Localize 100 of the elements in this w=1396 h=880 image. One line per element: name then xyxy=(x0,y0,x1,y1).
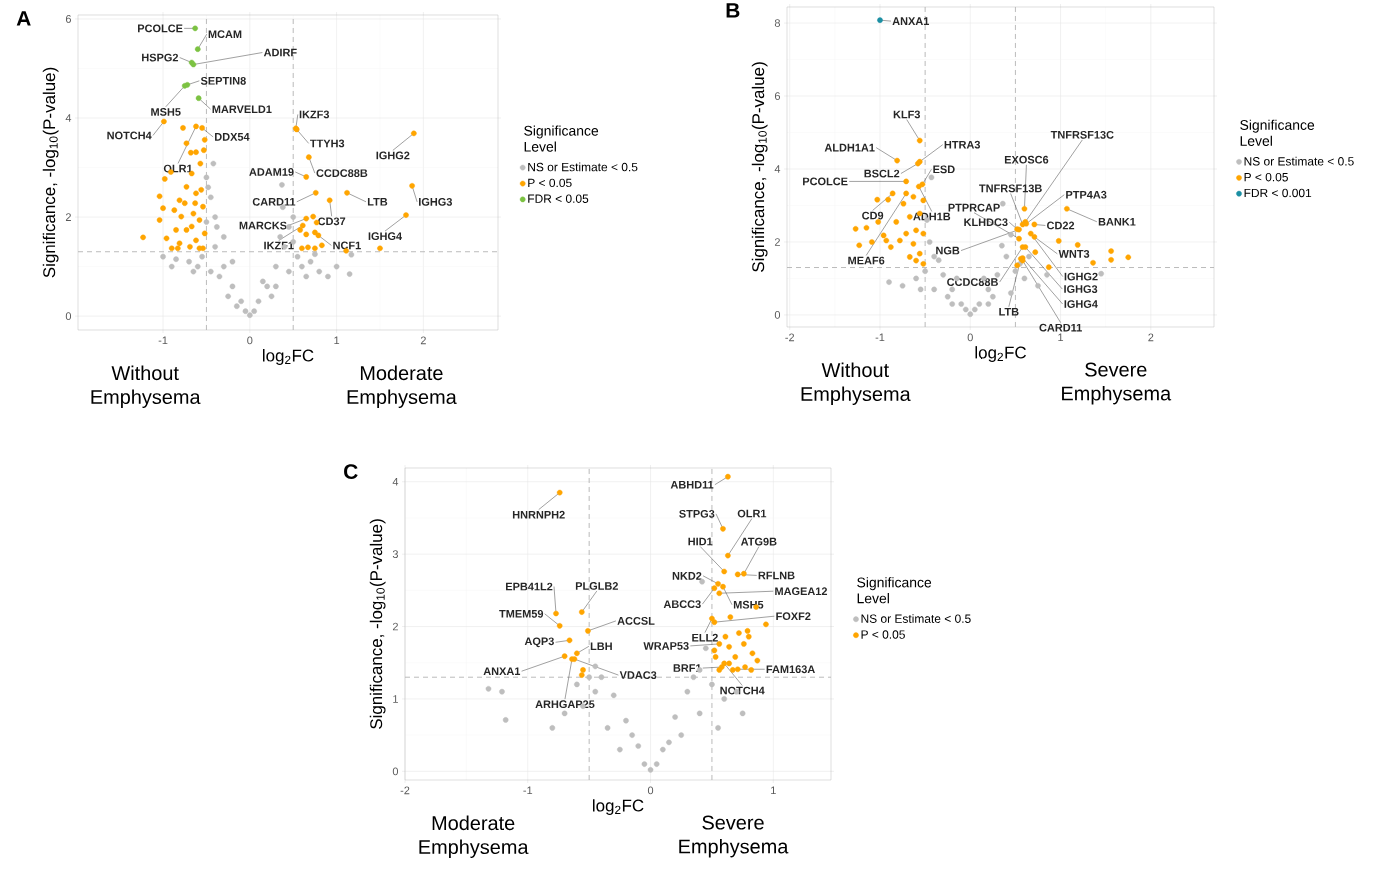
annotation: IGHG4 xyxy=(368,232,403,241)
annotation: ESD xyxy=(933,165,955,174)
annotation: NGB xyxy=(936,246,960,255)
annotation: ELL2 xyxy=(692,633,718,642)
annotation: ADAM19 xyxy=(249,168,294,176)
annotation: FOXF2 xyxy=(776,612,811,621)
annotation: MSH5 xyxy=(151,108,181,116)
annotation: ABHD11 xyxy=(670,480,714,489)
text: Without Emphysema xyxy=(801,362,911,405)
annotation: LBH xyxy=(590,642,612,651)
x-tick-label: 0 xyxy=(967,333,973,342)
chart-title: B xyxy=(726,3,740,18)
annotation: ANXA1 xyxy=(483,667,521,675)
annotation: AQP3 xyxy=(524,637,554,648)
annotation: TTYH3 xyxy=(310,139,345,148)
annotation: STPG3 xyxy=(679,509,715,518)
annotation: PTP4A3 xyxy=(1066,190,1107,199)
annotation: MAGEA12 xyxy=(775,587,828,596)
annotation: WNT3 xyxy=(1058,249,1090,258)
annotation: PCOLCE xyxy=(803,177,848,186)
annotation: LTB xyxy=(367,198,388,206)
annotation: KLF3 xyxy=(893,110,921,119)
y-tick-label: 1 xyxy=(393,695,398,703)
annotation: ADH1B xyxy=(913,212,951,221)
annotation: WRAP53 xyxy=(643,642,689,650)
x-tick-label: -1 xyxy=(158,336,168,345)
annotation: HID1 xyxy=(688,537,713,546)
annotation: ATG9B xyxy=(740,537,777,546)
text: Without Emphysema xyxy=(91,365,201,408)
x-tick-label: -2 xyxy=(785,333,795,342)
annotation: IKZF3 xyxy=(299,110,330,119)
annotation: ANXA1 xyxy=(892,17,930,25)
annotation: BANK1 xyxy=(1098,218,1136,226)
annotation: PCOLCE xyxy=(138,24,183,33)
x-axis-title: log$_{2}$FC xyxy=(975,346,1027,362)
annotation: MEAF6 xyxy=(848,256,885,265)
annotation: IGHG3 xyxy=(419,197,453,206)
annotation: SEPTIN8 xyxy=(200,76,246,85)
annotation: PTPRCAP xyxy=(948,203,1000,212)
annotation: ACCSL xyxy=(617,617,655,625)
annotation: OLR1 xyxy=(737,509,767,518)
annotation: EXOSC6 xyxy=(1004,155,1049,164)
legend-label: P < 0.05 xyxy=(861,630,905,639)
legend-title: Significance Level xyxy=(524,125,599,152)
y-tick-label: 8 xyxy=(774,19,780,27)
x-tick-label: -1 xyxy=(875,333,885,342)
x-tick-label: 2 xyxy=(1148,333,1154,342)
annotation: HTRA3 xyxy=(944,140,981,149)
legend-label: NS or Estimate < 0.5 xyxy=(1244,156,1354,166)
annotation: MARCKS xyxy=(239,221,287,230)
y-tick-label: 4 xyxy=(774,165,781,173)
annotation: ALDH1A1 xyxy=(824,143,875,152)
annotation: CD22 xyxy=(1047,221,1075,230)
annotation: FAM163A xyxy=(766,665,815,674)
chart-title: A xyxy=(16,11,31,26)
y-tick-label: 6 xyxy=(774,92,780,100)
annotation: ABCC3 xyxy=(663,600,701,609)
annotation: IGHG2 xyxy=(1064,272,1098,281)
legend-label: NS or Estimate < 0.5 xyxy=(861,614,971,623)
annotation: TNFRSF13C xyxy=(1050,130,1114,139)
x-tick-label: 1 xyxy=(334,336,340,345)
annotation: EPB41L2 xyxy=(506,582,553,591)
y-tick-label: 0 xyxy=(65,312,72,321)
annotation: PLGLB2 xyxy=(575,582,618,590)
annotation: NOTCH4 xyxy=(720,686,765,695)
annotation: KLHDC3 xyxy=(964,218,1008,227)
y-tick-label: 4 xyxy=(392,477,399,486)
y-tick-label: 6 xyxy=(65,15,71,23)
text: Moderate Emphysema xyxy=(347,365,457,408)
legend-title: Significance Level xyxy=(1240,119,1315,146)
annotation: CCDC88B xyxy=(316,169,368,178)
y-tick-label: 0 xyxy=(392,767,399,776)
x-tick-label: -2 xyxy=(400,786,410,795)
y-tick-label: 2 xyxy=(392,622,398,631)
annotation: HSPG2 xyxy=(142,53,179,62)
x-tick-label: 2 xyxy=(420,336,426,345)
annotation: TNFRSF13B xyxy=(979,184,1042,193)
annotation: CD37 xyxy=(318,217,346,226)
x-tick-label: 0 xyxy=(247,336,253,345)
annotation: ARHGAP25 xyxy=(535,700,595,709)
legend-label: FDR < 0.001 xyxy=(1244,188,1312,198)
x-axis-title: log$_{2}$FC xyxy=(593,799,644,815)
annotation: ADIRF xyxy=(263,48,297,57)
text: Severe Emphysema xyxy=(679,815,789,858)
annotation: OLR1 xyxy=(163,164,193,173)
y-tick-label: 2 xyxy=(774,238,780,246)
x-tick-label: 0 xyxy=(647,786,654,795)
y-axis-title: Significance, -log$_{10}$(P-value) xyxy=(751,62,768,272)
y-tick-label: 2 xyxy=(65,213,71,221)
annotation: LTB xyxy=(999,307,1019,316)
annotation: CCDC88B xyxy=(947,278,998,286)
annotation: NKD2 xyxy=(672,572,702,580)
annotation: VDAC3 xyxy=(619,671,657,679)
y-axis-title: Significance, -log$_{10}$(P-value) xyxy=(42,67,59,278)
legend-label: P < 0.05 xyxy=(528,178,572,188)
legend-label: P < 0.05 xyxy=(1244,172,1288,182)
annotation: HNRNPH2 xyxy=(512,510,565,519)
annotation: TMEM59 xyxy=(499,609,544,618)
annotation: NOTCH4 xyxy=(107,131,152,140)
legend-label: FDR < 0.05 xyxy=(528,194,589,203)
